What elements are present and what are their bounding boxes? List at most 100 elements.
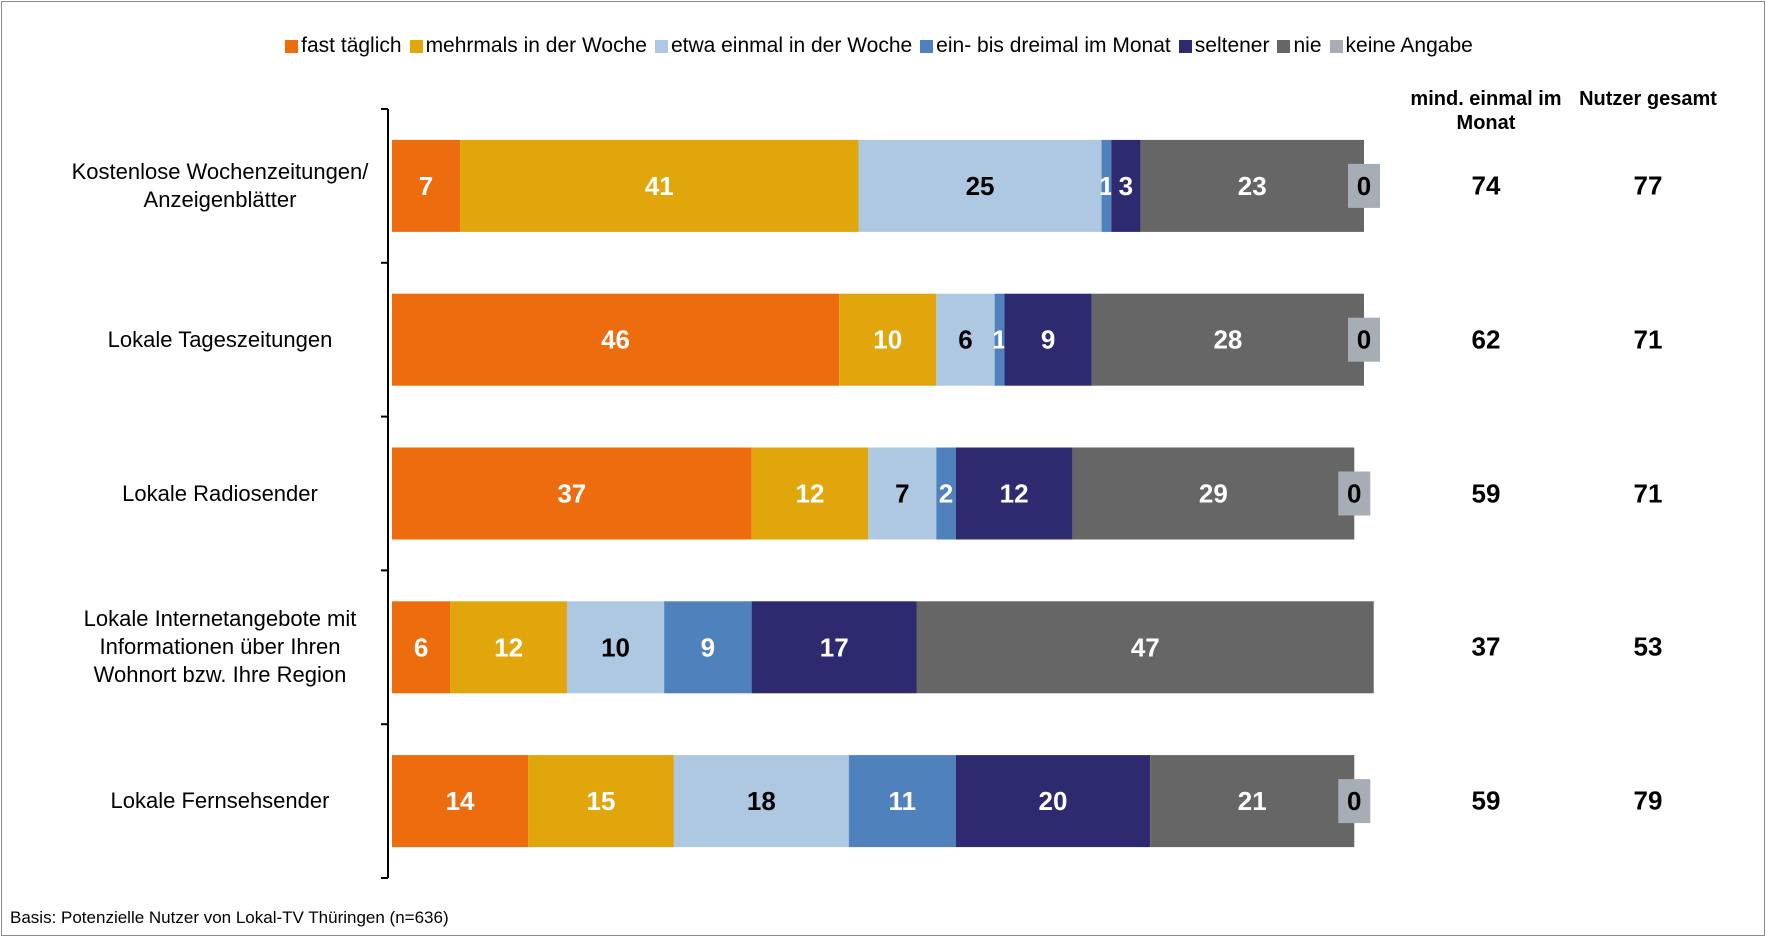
value-label: 1 <box>992 325 1006 355</box>
bar-segment <box>1091 293 1364 386</box>
legend-swatch <box>285 39 299 53</box>
bar-segment <box>673 755 849 848</box>
bar-segment <box>1150 755 1355 848</box>
value-label: 25 <box>966 171 995 201</box>
value-label-box <box>1348 163 1380 208</box>
value-label: 12 <box>795 479 824 509</box>
bar-segment <box>936 447 956 540</box>
column-value: 79 <box>1633 785 1663 816</box>
bar-segment <box>528 755 674 848</box>
legend-swatch <box>920 39 934 53</box>
bar-segment <box>868 447 937 540</box>
bar-segment <box>392 447 752 540</box>
legend-item: ein- bis dreimal im Monat <box>920 34 1171 58</box>
legend-item: mehrmals in der Woche <box>409 34 647 58</box>
value-label: 46 <box>601 325 630 355</box>
value-label: 23 <box>1238 171 1267 201</box>
value-label: 9 <box>1041 325 1055 355</box>
value-label: 7 <box>895 479 909 509</box>
legend-item: keine Angabe <box>1329 34 1473 58</box>
value-label: 9 <box>701 632 715 662</box>
legend-swatch <box>654 39 668 53</box>
value-label: 37 <box>557 479 586 509</box>
bar-segment <box>751 447 869 540</box>
column-value: 37 <box>1471 631 1501 662</box>
value-label: 20 <box>1038 786 1067 816</box>
bar-segment <box>994 293 1005 386</box>
value-label-box <box>1348 317 1380 362</box>
bar-segment <box>1101 139 1112 232</box>
bar-segment <box>955 447 1073 540</box>
legend-label: seltener <box>1194 34 1270 57</box>
legend-swatch <box>409 39 423 53</box>
legend-label: keine Angabe <box>1345 34 1473 57</box>
bar-segment <box>392 139 461 232</box>
bar-segment <box>664 601 752 694</box>
value-label: 7 <box>419 171 433 201</box>
bar-segment <box>566 601 665 694</box>
bar-segment <box>916 601 1374 694</box>
value-label: 6 <box>414 632 428 662</box>
category-label: Lokale Fernsehsender <box>110 788 330 814</box>
value-label: 12 <box>1000 479 1029 509</box>
value-label: 0 <box>1357 171 1371 201</box>
value-label: 14 <box>446 786 475 816</box>
legend-label: mehrmals in der Woche <box>425 34 647 57</box>
legend-item: etwa einmal in der Woche <box>654 34 912 58</box>
value-label: 1 <box>1099 171 1113 201</box>
value-label: 3 <box>1119 171 1133 201</box>
value-label: 41 <box>645 171 674 201</box>
column-value: 71 <box>1633 324 1663 355</box>
bar-segment <box>460 139 859 232</box>
bar-segment <box>839 293 937 386</box>
column-value: 74 <box>1471 170 1501 201</box>
value-label: 0 <box>1347 786 1361 816</box>
category-label: Kostenlose Wochenzeitungen/ Anzeigenblät… <box>71 158 369 212</box>
column-header: Nutzer gesamt <box>1579 88 1717 110</box>
legend-swatch <box>1178 39 1192 53</box>
bar-segment <box>751 601 917 694</box>
column-value: 62 <box>1471 324 1501 355</box>
value-label: 10 <box>873 325 902 355</box>
bar-segment <box>1072 447 1355 540</box>
legend-item: fast täglich <box>285 34 402 58</box>
bar-segment <box>955 755 1151 848</box>
value-label: 18 <box>747 786 776 816</box>
bar-segment <box>1140 139 1364 232</box>
value-label: 10 <box>601 632 630 662</box>
value-label: 11 <box>889 786 917 816</box>
value-label: 0 <box>1347 479 1361 509</box>
legend-label: ein- bis dreimal im Monat <box>936 34 1171 57</box>
value-label: 28 <box>1213 325 1242 355</box>
value-label: 15 <box>587 786 616 816</box>
value-label: 21 <box>1238 786 1267 816</box>
legend: fast täglich mehrmals in der Woche etwa ei… <box>0 34 1766 58</box>
bar-segment <box>848 755 956 848</box>
bar-segment <box>1111 139 1141 232</box>
column-value: 77 <box>1633 170 1663 201</box>
value-label: 17 <box>820 632 849 662</box>
bar-segment <box>392 293 840 386</box>
column-value: 53 <box>1633 631 1663 662</box>
legend-swatch <box>1277 39 1291 53</box>
legend-label: fast täglich <box>301 34 402 57</box>
bar-segment <box>858 139 1102 232</box>
value-label: 2 <box>939 479 953 509</box>
column-value: 59 <box>1471 785 1501 816</box>
footnote: Basis: Potenzielle Nutzer von Lokal-TV T… <box>10 908 449 927</box>
value-label: 47 <box>1131 632 1160 662</box>
legend-swatch <box>1329 39 1343 53</box>
bar-segment <box>450 601 567 694</box>
column-header: mind. einmal im Monat <box>1410 88 1562 134</box>
legend-label: nie <box>1293 34 1322 57</box>
category-label: Lokale Tageszeitungen <box>107 326 333 352</box>
bar-segment <box>1004 293 1092 386</box>
bar-segment <box>936 293 995 386</box>
value-label: 29 <box>1199 479 1228 509</box>
value-label: 0 <box>1357 325 1371 355</box>
column-value: 59 <box>1471 478 1501 508</box>
bar-segment <box>392 755 529 848</box>
